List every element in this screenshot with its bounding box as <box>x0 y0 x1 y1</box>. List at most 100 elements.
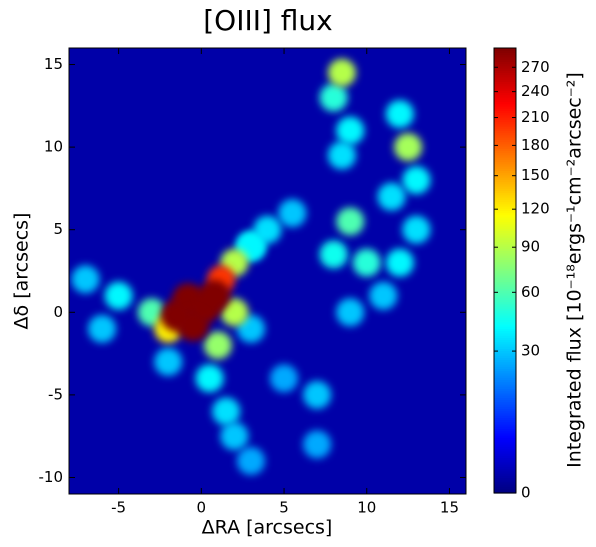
colorbar-step <box>494 230 516 234</box>
x-tick-label: -5 <box>111 499 126 517</box>
colorbar-step <box>494 210 516 214</box>
flux-blob <box>319 83 348 112</box>
colorbar-tick-label: 180 <box>521 136 550 154</box>
colorbar-step <box>494 428 516 432</box>
colorbar-step <box>494 88 516 91</box>
colorbar-step <box>494 343 516 347</box>
y-tick-label: 15 <box>44 55 63 73</box>
colorbar-step <box>494 232 516 236</box>
colorbar-tick-label: 30 <box>521 342 540 360</box>
colorbar <box>494 48 516 494</box>
colorbar-step <box>494 205 516 209</box>
colorbar-step <box>494 455 516 458</box>
x-axis-label: ΔRA [arcsecs] <box>202 517 333 539</box>
colorbar-step <box>494 190 516 194</box>
colorbar-step <box>494 332 516 336</box>
colorbar-step <box>494 116 516 120</box>
flux-blob <box>195 364 224 393</box>
colorbar-step <box>494 50 516 54</box>
colorbar-tick-label: 0 <box>521 484 531 502</box>
colorbar-step <box>494 479 516 483</box>
colorbar-step <box>494 350 516 354</box>
colorbar-step <box>494 406 516 410</box>
colorbar-step <box>494 226 516 229</box>
flux-blob <box>203 331 232 360</box>
colorbar-step <box>494 464 516 467</box>
colorbar-step <box>494 123 516 127</box>
colorbar-step <box>494 119 516 123</box>
colorbar-step <box>494 468 516 472</box>
colorbar-step <box>494 383 516 387</box>
colorbar-step <box>494 281 516 285</box>
colorbar-tick-label: 90 <box>521 238 540 256</box>
colorbar-step <box>494 165 516 169</box>
colorbar-step <box>494 246 516 249</box>
colorbar-step <box>494 203 516 207</box>
flux-blob <box>303 430 332 459</box>
colorbar-step <box>494 488 516 492</box>
y-tick-label: 10 <box>44 138 63 156</box>
colorbar-step <box>494 363 516 367</box>
colorbar-step <box>494 283 516 287</box>
colorbar-step <box>494 272 516 276</box>
colorbar-step <box>494 74 516 78</box>
flux-blob <box>88 314 117 343</box>
colorbar-step <box>494 299 516 303</box>
plot-frame <box>68 47 467 495</box>
colorbar-label: Integrated flux [10⁻¹⁸ergs⁻¹cm⁻²arcsec⁻²… <box>564 72 586 468</box>
colorbar-step <box>494 257 516 260</box>
colorbar-step <box>494 197 516 200</box>
colorbar-step <box>494 223 516 227</box>
colorbar-step <box>494 348 516 352</box>
colorbar-step <box>494 81 516 85</box>
flux-blob <box>236 446 265 475</box>
colorbar-step <box>494 321 516 325</box>
colorbar-step <box>494 357 516 361</box>
colorbar-step <box>494 466 516 470</box>
flux-blob <box>270 364 299 393</box>
colorbar-step <box>494 424 516 427</box>
colorbar-step <box>494 152 516 156</box>
colorbar-step <box>494 105 516 109</box>
colorbar-step <box>494 404 516 407</box>
colorbar-step <box>494 263 516 267</box>
colorbar-step <box>494 199 516 203</box>
colorbar-step <box>494 310 516 314</box>
colorbar-step <box>494 306 516 309</box>
flux-blob <box>327 141 356 170</box>
flux-blob <box>369 281 398 310</box>
heatmap <box>71 58 431 475</box>
colorbar-step <box>494 150 516 154</box>
colorbar-step <box>494 430 516 434</box>
colorbar-tick-label: 150 <box>521 166 550 184</box>
colorbar-step <box>494 192 516 196</box>
colorbar-step <box>494 201 516 205</box>
colorbar-step <box>494 386 516 390</box>
colorbar-step <box>494 179 516 183</box>
flux-blob <box>394 133 423 162</box>
colorbar-step <box>494 243 516 247</box>
colorbar-step <box>494 388 516 392</box>
colorbar-step <box>494 61 516 65</box>
colorbar-step <box>494 130 516 134</box>
colorbar-step <box>494 472 516 476</box>
colorbar-step <box>494 139 516 143</box>
colorbar-step <box>494 174 516 178</box>
colorbar-step <box>494 294 516 298</box>
colorbar-step <box>494 490 516 494</box>
x-tick-label: 10 <box>357 499 376 517</box>
colorbar-tick-label: 60 <box>521 283 540 301</box>
colorbar-step <box>494 361 516 365</box>
colorbar-step <box>494 270 516 274</box>
colorbar-step <box>494 417 516 421</box>
flux-blob <box>212 397 241 426</box>
colorbar-step <box>494 303 516 307</box>
colorbar-step <box>494 459 516 463</box>
colorbar-step <box>494 370 516 374</box>
colorbar-step <box>494 83 516 87</box>
colorbar-step <box>494 432 516 436</box>
colorbar-step <box>494 259 516 263</box>
colorbar-step <box>494 277 516 280</box>
colorbar-step <box>494 274 516 278</box>
